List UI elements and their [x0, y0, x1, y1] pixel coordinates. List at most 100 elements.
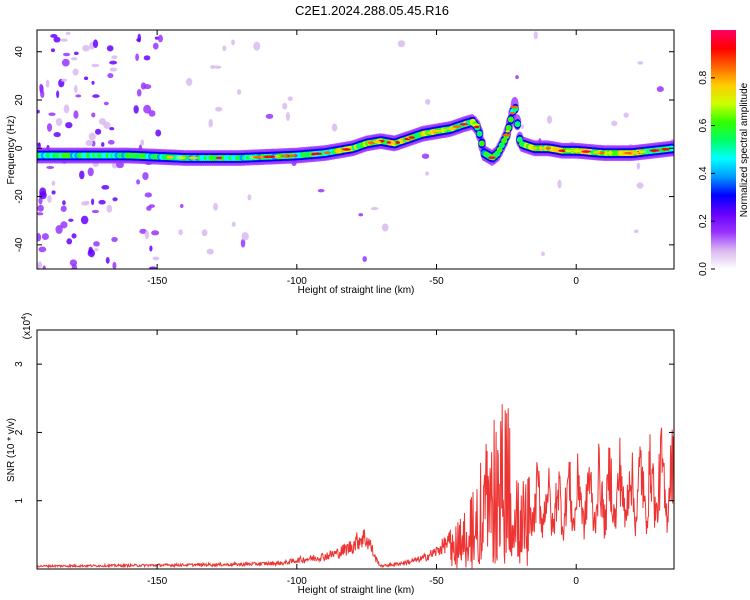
spectrogram-speckle	[331, 123, 338, 132]
spectrogram-ridge-peak	[581, 150, 592, 153]
spectrogram-speckle	[148, 110, 156, 117]
spectrogram-ridge-peak	[367, 141, 375, 145]
spectrogram-y-tick-label: 40	[14, 46, 25, 58]
spectrogram-speckle	[62, 52, 71, 57]
snr-frame	[36, 329, 675, 570]
spectrogram-speckle	[144, 230, 150, 240]
spectrogram-x-ticks: -150 -100 -50 0	[147, 30, 579, 287]
spectrogram-ridge-peak	[459, 123, 468, 126]
spectrogram-ridge-peak	[176, 156, 186, 160]
spectrogram-speckle	[149, 266, 157, 269]
spectrogram-speckle	[101, 185, 110, 190]
spectrogram-speckle	[37, 261, 43, 269]
spectrogram-speckle	[81, 201, 89, 206]
spectrogram-speckle	[40, 90, 45, 98]
spectrogram-ridge-peak	[408, 136, 415, 139]
spectrogram-speckle	[151, 230, 160, 236]
snr-y-ticks: 1 2 3	[14, 361, 674, 503]
spectrogram-speckle	[98, 118, 106, 125]
colorbar-tick-label: 0.8	[698, 70, 709, 84]
spectrogram-speckle	[62, 200, 66, 206]
spectrogram-ridge-core	[516, 136, 523, 143]
snr-x-tick-label: -150	[147, 576, 167, 587]
spectrogram-ridge-peak	[334, 149, 344, 152]
colorbar-gradient	[711, 30, 736, 269]
spectrogram-speckle	[60, 221, 68, 229]
spectrogram-ridge-peak	[452, 125, 462, 129]
spectrogram-speckle	[91, 80, 95, 85]
spectrogram-marks	[37, 31, 674, 269]
spectrogram-speckle	[425, 171, 430, 176]
spectrogram-speckle	[358, 213, 364, 217]
spectrogram-ridge-peak	[531, 146, 538, 150]
spectrogram-ridge-peak	[470, 123, 480, 127]
snr-y-tick-label: 2	[14, 429, 25, 435]
colorbar-tick-label: 0.2	[698, 214, 709, 228]
spectrogram-ridge-peak	[323, 151, 331, 154]
spectrogram-ridge-peak	[166, 156, 174, 159]
spectrogram-speckle	[611, 120, 618, 127]
spectrogram-speckle	[91, 63, 100, 68]
spectrogram-speckle	[91, 209, 100, 214]
snr-y-tick-label: 1	[14, 497, 25, 503]
spectrogram-ridge-peak	[395, 141, 401, 144]
spectrogram-speckle	[39, 83, 43, 91]
spectrogram-speckle	[74, 51, 79, 56]
spectrogram-speckle	[636, 162, 641, 170]
spectrogram-ridge-peak	[509, 111, 516, 115]
snr-plot-area	[37, 330, 674, 569]
spectrogram-speckle	[240, 238, 246, 248]
spectrogram-speckle	[37, 109, 40, 114]
spectrogram-speckle	[148, 204, 155, 208]
spectrogram-speckle	[135, 53, 139, 61]
spectrogram-speckle	[51, 190, 56, 195]
spectrogram-x-tick-label: -150	[147, 276, 167, 287]
spectrogram-speckle	[55, 118, 63, 126]
spectrogram-speckle	[112, 197, 118, 202]
spectrogram-y-tick-label: -40	[14, 237, 25, 252]
spectrogram-speckle	[179, 203, 184, 209]
spectrogram-speckle	[94, 248, 99, 252]
spectrogram-speckle	[112, 261, 117, 269]
spectrogram-speckle	[265, 113, 274, 119]
spectrogram-speckle	[285, 112, 290, 121]
spectrogram-ridge-peak	[649, 149, 660, 152]
spectrogram-ridge-peak	[661, 147, 670, 151]
spectrogram-speckle	[48, 112, 56, 116]
spectrogram-ridge-peak	[564, 149, 573, 153]
spectrogram-speckle	[222, 45, 227, 52]
spectrogram-ridge-peak	[426, 131, 433, 134]
spectrogram-ridge-peak	[441, 128, 447, 132]
spectrogram-speckle	[155, 129, 162, 137]
spectrogram-speckle	[210, 65, 216, 70]
spectrogram-speckle	[623, 112, 629, 118]
spectrogram-ridge-peak	[215, 156, 223, 160]
colorbar: 0.0 0.2 0.4 0.6 0.8 Normalized spectral ampl…	[698, 30, 750, 276]
spectrogram-speckle	[213, 202, 219, 211]
spectrogram-speckle	[80, 215, 89, 225]
spectrogram-speckle	[61, 58, 70, 67]
spectrogram-speckle	[60, 38, 68, 42]
spectrogram-ridge-core	[514, 121, 521, 128]
spectrogram-speckle	[186, 77, 193, 86]
spectrogram-speckle	[231, 221, 236, 227]
spectrogram-speckle	[47, 195, 52, 203]
snr-x-tick-label: -100	[287, 576, 307, 587]
spectrogram-ridge-core	[478, 140, 485, 147]
spectrogram-speckle	[106, 45, 114, 52]
spectrogram-speckle	[106, 204, 113, 213]
spectrogram-ridge-core	[498, 142, 505, 149]
spectrogram-ridge-peak	[558, 149, 568, 153]
spectrogram-speckle	[87, 167, 94, 177]
spectrogram-speckle	[557, 179, 562, 189]
spectrogram-speckle	[85, 139, 94, 147]
spectrogram-x-tick-label: 0	[573, 276, 579, 287]
spectrogram-speckle	[144, 192, 153, 198]
spectrogram-speckle	[241, 232, 249, 241]
spectrogram-speckle	[136, 89, 142, 97]
spectrogram-speckle	[142, 172, 149, 180]
spectrogram-speckle	[88, 132, 96, 141]
spectrogram-y-tick-label: 0	[14, 145, 25, 151]
spectrogram-speckle	[111, 236, 118, 243]
